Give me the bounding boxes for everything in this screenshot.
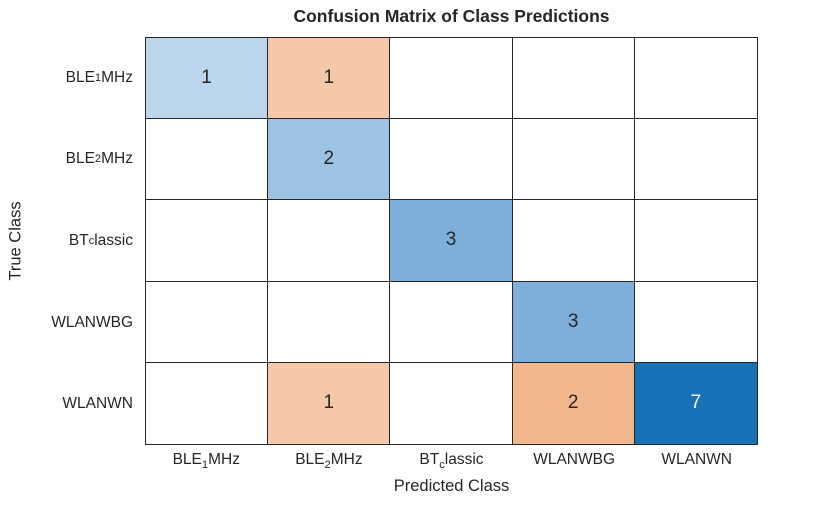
x-tick-label: WLANWBG [533, 451, 615, 468]
matrix-cell [146, 119, 269, 201]
matrix-cell [390, 362, 513, 444]
matrix-cell: 2 [268, 119, 391, 201]
x-tick-label: WLANWN [661, 451, 732, 468]
matrix-cell [390, 38, 513, 120]
x-tick-label: BTclassic [419, 451, 484, 472]
matrix-cell [268, 281, 391, 363]
chart-title: Confusion Matrix of Class Predictions [293, 6, 610, 26]
y-tick-labels: BLE 1 MHz BLE 2 MHz BT c lassic WLANWBG WLANWN [0, 37, 133, 445]
matrix-cell [390, 119, 513, 201]
matrix-cell: 2 [512, 362, 635, 444]
matrix-cell: 7 [634, 362, 757, 444]
matrix-cell [512, 200, 635, 282]
matrix-cell: 1 [146, 38, 269, 120]
matrix-cell: 3 [512, 281, 635, 363]
matrix-cell: 1 [268, 38, 391, 120]
x-tick-label: BLE2MHz [295, 451, 363, 472]
matrix-cell [268, 200, 391, 282]
matrix-cell: 1 [268, 362, 391, 444]
matrix-cell [512, 119, 635, 201]
matrix-cell [512, 38, 635, 120]
y-tick-label: WLANWN [62, 395, 133, 413]
x-tick-labels: BLE1MHz BLE2MHz BTclassic WLANWBG WLANWN [145, 451, 758, 472]
matrix-cell [634, 200, 757, 282]
matrix-cell: 3 [390, 200, 513, 282]
matrix-cell [634, 281, 757, 363]
y-tick-label: WLANWBG [51, 313, 133, 331]
y-tick-label: BLE 2 MHz [65, 150, 133, 168]
matrix-cell [146, 362, 269, 444]
x-tick-label: BLE1MHz [172, 451, 240, 472]
matrix-cell [634, 38, 757, 120]
x-axis-label: Predicted Class [393, 477, 510, 495]
matrix-cell [634, 119, 757, 201]
matrix-cell [390, 281, 513, 363]
y-tick-label: BLE 1 MHz [65, 68, 133, 86]
matrix-cell [146, 281, 269, 363]
y-tick-label: BT c lassic [68, 231, 133, 249]
matrix-cell [146, 200, 269, 282]
